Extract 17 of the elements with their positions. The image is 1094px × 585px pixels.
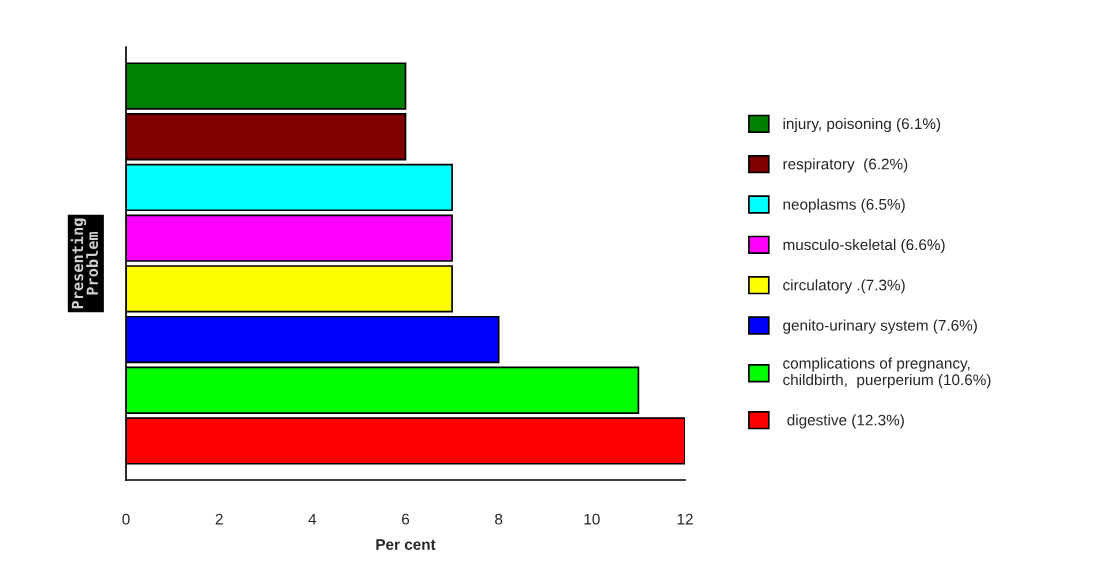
x-tick-label: 12 [677, 513, 693, 525]
x-tick-label: 2 [215, 513, 223, 525]
x-tick-label: 6 [402, 513, 410, 525]
legend-label: digestive (12.3%) [787, 414, 904, 429]
legend-label: circulatory .(7.3%) [783, 279, 905, 294]
legend-label: complications of pregnancy, childbirth, puerperium (10.6%) [783, 357, 991, 389]
legend-label: neoplasms (6.5%) [783, 198, 905, 213]
x-tick-label: 4 [308, 513, 317, 525]
legend-label: musculo-skeletal (6.6%) [783, 238, 945, 254]
x-tick-label: 10 [584, 513, 600, 525]
x-tick-label: 8 [495, 513, 503, 525]
x-tick-label: 0 [122, 513, 130, 525]
legend-label: genito-urinary system (7.6%) [783, 319, 977, 334]
x-axis-title: Per cent [376, 539, 436, 550]
legend-label: respiratory (6.2%) [783, 158, 908, 173]
legend-label: injury, poisoning (6.1%) [783, 117, 941, 133]
y-axis-title: Presenting Problem [70, 218, 99, 309]
